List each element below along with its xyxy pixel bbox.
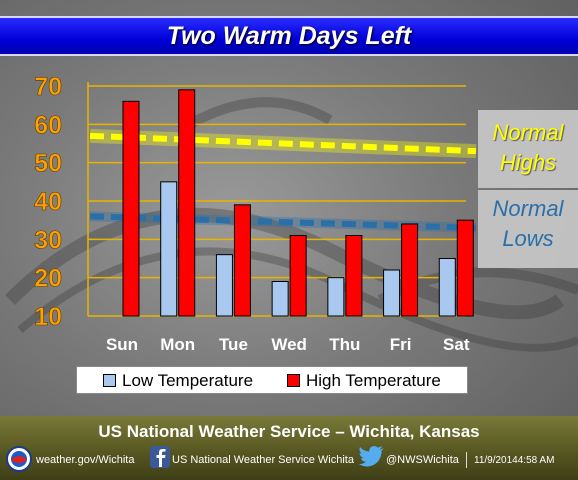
bar-high — [289, 235, 307, 317]
legend-swatch-low — [103, 374, 116, 387]
footer-website[interactable]: weather.gov/Wichita — [36, 454, 135, 466]
bar-low — [438, 258, 456, 317]
bar-low — [215, 254, 233, 317]
footer-title: US National Weather Service – Wichita, K… — [98, 422, 480, 441]
facebook-icon[interactable] — [150, 446, 170, 468]
footer: US National Weather Service – Wichita, K… — [0, 416, 578, 480]
x-tick-label: Thu — [329, 335, 360, 354]
y-tick-label: 60 — [34, 111, 62, 139]
legend: Low Temperature High Temperature — [76, 366, 468, 394]
footer-twitter[interactable]: @NWSWichita — [386, 454, 459, 466]
bar-high — [122, 100, 140, 317]
x-tick-label: Fri — [390, 335, 412, 354]
x-tick-label: Wed — [271, 335, 307, 354]
y-tick-label: 20 — [34, 265, 62, 293]
y-tick-label: 30 — [34, 226, 62, 254]
title-bar: Two Warm Days Left — [0, 16, 578, 56]
chart-title: Two Warm Days Left — [166, 22, 412, 50]
legend-swatch-high — [287, 374, 300, 387]
x-tick-label: Sun — [106, 335, 138, 354]
y-tick-label: 40 — [34, 188, 62, 216]
normal-lows-line2: Lows — [502, 226, 554, 251]
bar-high — [233, 204, 251, 317]
y-tick-label: 10 — [34, 303, 62, 331]
normal-lows-label: Normal Lows — [478, 194, 578, 254]
footer-facebook[interactable]: US National Weather Service Wichita — [172, 454, 354, 466]
y-axis: 10 20 30 40 50 60 70 — [34, 73, 62, 332]
legend-label-high: High Temperature — [306, 371, 441, 390]
bar-low — [271, 281, 289, 317]
bar-high — [401, 223, 419, 317]
legend-label-low: Low Temperature — [122, 371, 254, 390]
x-tick-label: Tue — [219, 335, 248, 354]
normal-lines — [89, 128, 477, 233]
legend-item-high: High Temperature — [287, 371, 441, 391]
bar-low — [327, 277, 345, 317]
temperature-chart: 10 20 30 40 50 60 70 Sun Mon Tue Wed Thu Fri Sat — [5, 73, 578, 354]
bar-high — [456, 219, 474, 317]
bar-high — [178, 89, 196, 317]
normal-highs-line1: Normal — [492, 120, 564, 145]
x-tick-label: Sat — [443, 335, 470, 354]
bar-low — [383, 269, 401, 317]
bar-high — [345, 235, 363, 317]
normal-highs-box — [478, 110, 578, 188]
bars — [122, 89, 474, 317]
normal-lows-box — [478, 190, 578, 268]
nws-logo-icon — [6, 446, 32, 472]
twitter-icon[interactable] — [358, 444, 386, 468]
x-tick-label: Mon — [160, 335, 195, 354]
bar-low — [160, 181, 178, 317]
normal-lows-line1: Normal — [492, 196, 564, 221]
footer-divider — [466, 452, 467, 468]
normal-highs-label: Normal Highs — [478, 118, 578, 178]
y-tick-label: 70 — [34, 73, 62, 101]
normal-highs-line2: Highs — [499, 150, 557, 175]
y-tick-label: 50 — [34, 150, 62, 178]
x-axis: Sun Mon Tue Wed Thu Fri Sat — [106, 335, 470, 354]
normal-line — [89, 132, 477, 155]
footer-timestamp: 11/9/20144:58 AM — [474, 455, 555, 466]
legend-item-low: Low Temperature — [103, 371, 253, 391]
